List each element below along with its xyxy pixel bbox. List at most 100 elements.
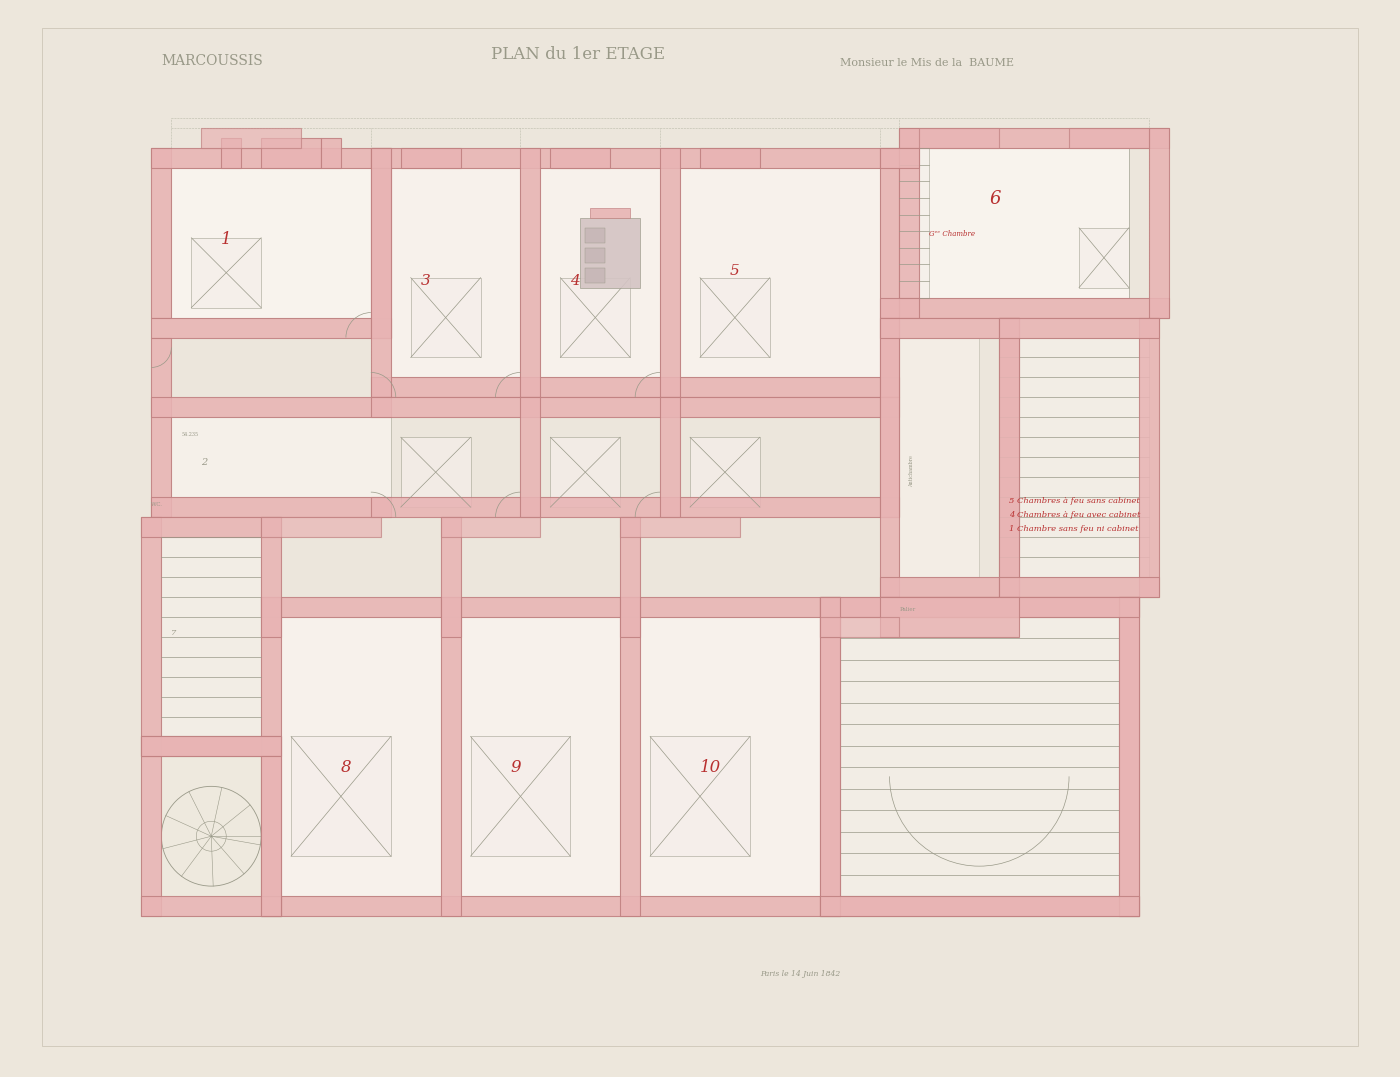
Bar [262, 896, 1138, 917]
Bar [441, 517, 461, 637]
Bar [819, 597, 840, 917]
Bar [620, 517, 640, 637]
Bar [321, 138, 342, 168]
Bar [151, 318, 391, 337]
Bar [1000, 337, 1149, 577]
Bar [141, 517, 281, 537]
Bar [680, 168, 879, 377]
Bar [550, 437, 620, 507]
Bar [141, 737, 281, 756]
Bar [650, 737, 750, 856]
Bar [151, 148, 391, 168]
Bar [391, 168, 521, 377]
Text: Palier: Palier [899, 606, 916, 612]
Bar [585, 268, 605, 282]
Text: 8: 8 [342, 759, 351, 777]
Bar [171, 417, 391, 498]
Bar [262, 517, 281, 637]
Text: PLAN du 1er ETAGE: PLAN du 1er ETAGE [490, 46, 665, 64]
Bar [1070, 128, 1149, 148]
Bar [441, 517, 540, 537]
Bar [899, 128, 1169, 148]
Bar [371, 148, 391, 337]
Text: Antichambre: Antichambre [910, 456, 914, 487]
Text: Gᵉᵉ Chambre: Gᵉᵉ Chambre [930, 229, 976, 238]
Text: 7: 7 [171, 629, 176, 637]
Bar [899, 337, 979, 577]
Bar [171, 168, 371, 318]
Text: 5 Chambres à feu sans cabinet
4 Chambres à feu avec cabinet
1 Chambre sans feu n: 5 Chambres à feu sans cabinet 4 Chambres… [1009, 498, 1141, 533]
Bar [840, 617, 1119, 896]
Bar [661, 148, 680, 397]
Bar [1079, 228, 1128, 288]
Bar [879, 318, 899, 597]
Bar [470, 737, 570, 856]
Bar [560, 278, 630, 358]
Bar [400, 148, 461, 168]
Bar [371, 148, 391, 397]
Bar [879, 577, 1019, 597]
Bar [281, 617, 441, 896]
Bar [700, 148, 760, 168]
Bar [161, 537, 262, 737]
Bar [151, 148, 171, 318]
Bar [879, 597, 1019, 637]
Bar [151, 337, 171, 517]
Bar [591, 208, 630, 218]
Bar [879, 148, 920, 168]
Text: 10: 10 [700, 759, 721, 777]
Bar [1000, 318, 1019, 597]
Bar [899, 148, 930, 297]
Bar [141, 756, 161, 917]
Bar [661, 397, 680, 517]
Text: 3: 3 [421, 274, 430, 288]
Bar [1000, 318, 1019, 597]
Text: 54.235: 54.235 [182, 432, 199, 437]
Bar [221, 138, 241, 168]
Bar [819, 617, 899, 637]
Bar [620, 517, 739, 537]
Bar [819, 597, 840, 637]
Bar [920, 148, 1128, 297]
Bar [410, 278, 480, 358]
Bar [1149, 128, 1169, 318]
Bar [141, 737, 281, 756]
Bar [291, 737, 391, 856]
Bar [521, 397, 540, 517]
Text: 2: 2 [202, 458, 207, 467]
Bar [879, 148, 899, 397]
Bar [202, 128, 301, 148]
Bar [1000, 577, 1159, 597]
Text: MARCOUSSIS: MARCOUSSIS [161, 54, 263, 68]
Bar [620, 597, 640, 917]
Bar [920, 128, 1000, 148]
Bar [700, 278, 770, 358]
Bar [819, 597, 1138, 617]
Bar [371, 498, 899, 517]
Bar [262, 138, 321, 168]
Bar [1138, 318, 1159, 597]
Bar [371, 377, 899, 397]
Bar [899, 297, 1169, 318]
Bar [141, 896, 281, 917]
Bar [151, 397, 391, 417]
Bar [879, 397, 899, 517]
Bar [640, 617, 819, 896]
Bar [1119, 597, 1138, 917]
Bar [461, 617, 620, 896]
Text: 9: 9 [511, 759, 521, 777]
Bar [585, 248, 605, 263]
Bar [1000, 318, 1159, 337]
Bar [262, 597, 1138, 617]
Bar [151, 498, 391, 517]
Bar [262, 517, 381, 537]
Bar [819, 597, 840, 917]
Text: Monsieur le Mis de la  BAUME: Monsieur le Mis de la BAUME [840, 58, 1014, 68]
Text: 4: 4 [570, 274, 580, 288]
Bar [441, 597, 461, 917]
Bar [371, 397, 899, 417]
Text: 6: 6 [990, 190, 1001, 208]
Text: Paris le 14 Juin 1842: Paris le 14 Juin 1842 [760, 970, 840, 978]
Text: 1: 1 [221, 230, 232, 248]
Bar [262, 756, 281, 917]
